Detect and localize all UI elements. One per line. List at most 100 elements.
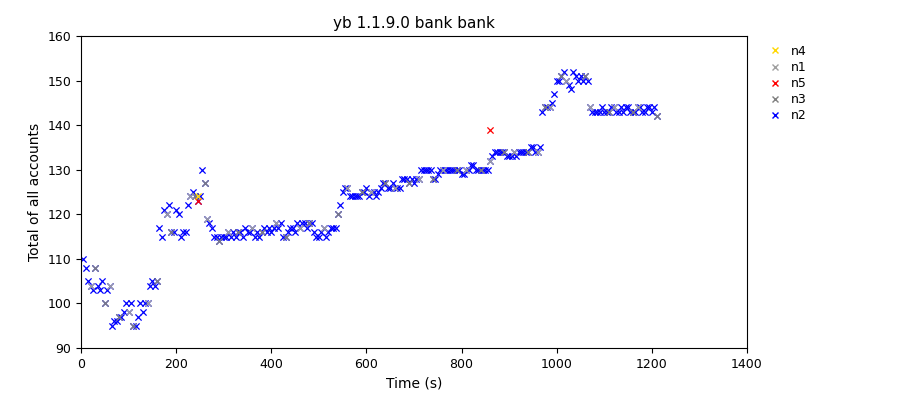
Point [504,153,518,160]
Point [317,224,331,231]
Point [97,300,112,307]
Point [336,189,350,195]
Point [300,224,314,231]
Point [497,149,511,155]
Point [214,233,229,240]
Point [454,171,469,177]
Point [483,158,498,164]
Point [230,229,245,235]
Point [129,322,143,329]
Point [514,149,528,155]
Point [483,158,498,164]
Point [356,189,372,195]
Point [314,229,328,235]
Point [355,189,369,195]
Point [230,229,245,235]
Point [580,77,595,84]
Point [88,264,103,271]
Point [212,238,226,244]
Point [103,282,117,289]
Point [521,149,535,155]
Point [544,100,559,106]
Point [159,211,174,218]
Point [507,149,521,155]
Point [523,144,537,151]
Point [402,180,417,186]
Point [90,282,105,289]
Point [191,193,205,200]
Point [502,153,517,160]
Point [471,166,485,173]
Point [126,322,140,329]
Point [437,166,452,173]
Point [159,211,174,218]
Point [428,176,443,182]
Point [473,166,488,173]
Point [243,229,257,235]
Point [176,229,191,235]
Point [611,108,625,115]
Point [229,233,243,240]
Point [195,166,210,173]
Point [343,193,357,200]
Point [563,86,578,93]
Point [148,282,162,289]
Point [269,220,284,226]
Point [150,278,165,284]
Point [623,108,637,115]
Point [411,176,426,182]
Point [492,149,507,155]
Point [585,108,599,115]
Point [112,314,126,320]
Point [255,229,269,235]
Point [633,104,647,110]
X-axis label: Time (s): Time (s) [386,376,442,390]
Point [145,278,159,284]
Point [266,224,281,231]
Point [155,233,169,240]
Point [112,314,126,320]
Point [640,104,654,110]
Point [290,220,304,226]
Point [350,193,365,200]
Point [138,300,152,307]
Point [521,149,535,155]
Point [122,309,136,316]
Point [433,166,447,173]
Point [490,149,504,155]
Point [576,77,590,84]
Point [650,113,664,120]
Point [324,224,338,231]
Point [110,318,124,324]
Point [495,149,509,155]
Point [411,176,426,182]
Point [126,322,140,329]
Point [252,233,266,240]
Point [390,184,404,191]
Point [119,300,133,307]
Point [347,193,362,200]
Point [210,233,224,240]
Point [221,229,236,235]
Point [385,180,400,186]
Point [164,229,178,235]
Point [573,73,588,79]
Point [321,229,336,235]
Point [311,233,326,240]
Point [583,104,598,110]
Point [150,278,165,284]
Point [259,229,274,235]
Point [257,224,272,231]
Point [122,309,136,316]
Point [352,193,366,200]
Point [376,180,391,186]
Point [543,104,557,110]
Point [304,220,319,226]
Point [402,180,417,186]
Point [500,153,514,160]
Point [456,171,472,177]
Point [364,189,378,195]
Point [84,282,98,289]
Point [616,108,631,115]
Point [152,224,166,231]
